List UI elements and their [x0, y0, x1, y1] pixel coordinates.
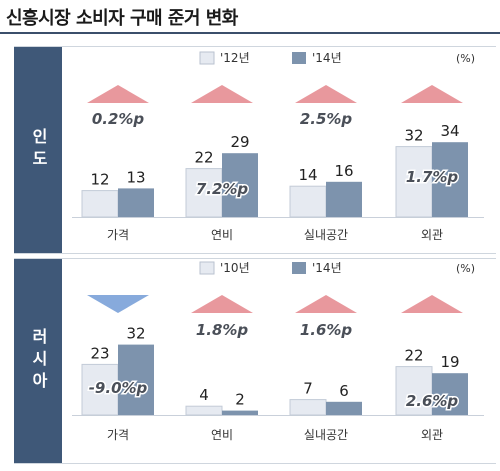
increase-triangle-icon: [295, 85, 357, 103]
category-group: 22 29 7.2%p 연비: [185, 85, 258, 242]
value-label-new: 32: [126, 325, 145, 343]
increase-triangle-icon: [191, 295, 253, 313]
bar-old: [81, 363, 119, 416]
change-label: 1.7%p: [406, 168, 459, 186]
value-label-new: 13: [126, 168, 145, 186]
unit-label: (%): [456, 52, 475, 65]
russia-panel: 러시아 '10년 '14년 (%) 23 32 -9.0%p 가격 4 2 1.8%p 연비 7 6 1.…: [14, 258, 496, 464]
bar-old: [185, 168, 223, 218]
bar-new: [432, 373, 468, 415]
legend-label-old: '12년: [220, 51, 250, 65]
bar-new: [326, 181, 362, 217]
increase-triangle-icon: [401, 295, 463, 313]
value-label-new: 16: [334, 162, 353, 180]
legend-label-new: '14년: [312, 261, 342, 275]
legend: '10년 '14년 (%): [199, 261, 475, 275]
value-label-new: 29: [230, 133, 249, 151]
value-label-new: 2: [235, 391, 245, 409]
increase-triangle-icon: [295, 295, 357, 313]
value-label-old: 22: [404, 347, 423, 365]
increase-triangle-icon: [87, 85, 149, 103]
category-label: 실내공간: [304, 428, 348, 442]
category-group: 7 6 1.6%p 실내공간: [289, 295, 362, 442]
increase-triangle-icon: [401, 85, 463, 103]
legend-label-old: '10년: [220, 261, 250, 275]
bar-new: [118, 188, 154, 217]
bar-new: [222, 410, 258, 415]
category-label: 가격: [107, 428, 129, 442]
category-group: 23 32 -9.0%p 가격: [81, 295, 154, 442]
change-label: 1.8%p: [196, 321, 249, 339]
bar-new: [326, 401, 362, 415]
bar-old: [289, 185, 327, 218]
bar-new: [432, 142, 468, 217]
region-label-india: 인도: [29, 128, 48, 172]
value-label-old: 23: [90, 344, 109, 362]
value-label-new: 6: [339, 382, 349, 400]
value-label-old: 7: [303, 380, 313, 398]
india-panel: 인도 '12년 '14년 (%) 12 13 0.2%p 가격 22 29 7.2%p 연비 14 16…: [14, 46, 496, 254]
bar-old: [185, 405, 223, 416]
unit-label: (%): [456, 262, 475, 275]
russia-region-label: 러시아: [14, 259, 62, 463]
category-group: 32 34 1.7%p 외관: [395, 85, 468, 242]
change-label: 2.5%p: [300, 110, 353, 128]
india-region-label: 인도: [14, 47, 62, 253]
decrease-triangle-icon: [87, 295, 149, 313]
category-group: 14 16 2.5%p 실내공간: [289, 85, 362, 242]
category-group: 4 2 1.8%p 연비: [185, 295, 258, 442]
increase-triangle-icon: [191, 85, 253, 103]
region-label-russia: 러시아: [29, 328, 48, 394]
legend-swatch-new: [292, 262, 306, 274]
change-label: 2.6%p: [406, 392, 459, 410]
change-label: 7.2%p: [196, 180, 249, 198]
bar-old: [81, 190, 119, 218]
category-label: 연비: [211, 228, 233, 242]
category-label: 외관: [421, 428, 443, 442]
value-label-old: 14: [298, 166, 317, 184]
category-group: 12 13 0.2%p 가격: [81, 85, 154, 242]
bar-old: [289, 399, 327, 416]
value-label-new: 34: [440, 122, 459, 140]
value-label-old: 12: [90, 171, 109, 189]
change-label: -9.0%p: [89, 379, 148, 397]
title-divider: [0, 32, 500, 34]
category-label: 외관: [421, 228, 443, 242]
chart-title: 신흥시장 소비자 구매 준거 변화: [6, 8, 238, 29]
legend-swatch-old: [199, 261, 215, 275]
bar-new: [222, 153, 258, 217]
legend-swatch-old: [199, 51, 215, 65]
bar-old: [395, 366, 433, 416]
change-label: 1.6%p: [300, 321, 353, 339]
change-label: 0.2%p: [92, 110, 145, 128]
category-label: 연비: [211, 428, 233, 442]
legend-swatch-new: [292, 52, 306, 64]
category-group: 22 19 2.6%p 외관: [395, 295, 468, 442]
legend-label-new: '14년: [312, 51, 342, 65]
india-bar-chart: '12년 '14년 (%) 12 13 0.2%p 가격 22 29 7.2%p 연비 14 16 2.5…: [72, 51, 484, 242]
category-label: 실내공간: [304, 228, 348, 242]
value-label-old: 22: [194, 149, 213, 167]
legend: '12년 '14년 (%): [199, 51, 475, 65]
category-label: 가격: [107, 228, 129, 242]
value-label-old: 32: [404, 127, 423, 145]
value-label-old: 4: [199, 386, 209, 404]
russia-bar-chart: '10년 '14년 (%) 23 32 -9.0%p 가격 4 2 1.8%p 연비 7 6 1.6%p 실…: [72, 261, 484, 442]
value-label-new: 19: [440, 353, 459, 371]
bar-new: [118, 344, 154, 415]
